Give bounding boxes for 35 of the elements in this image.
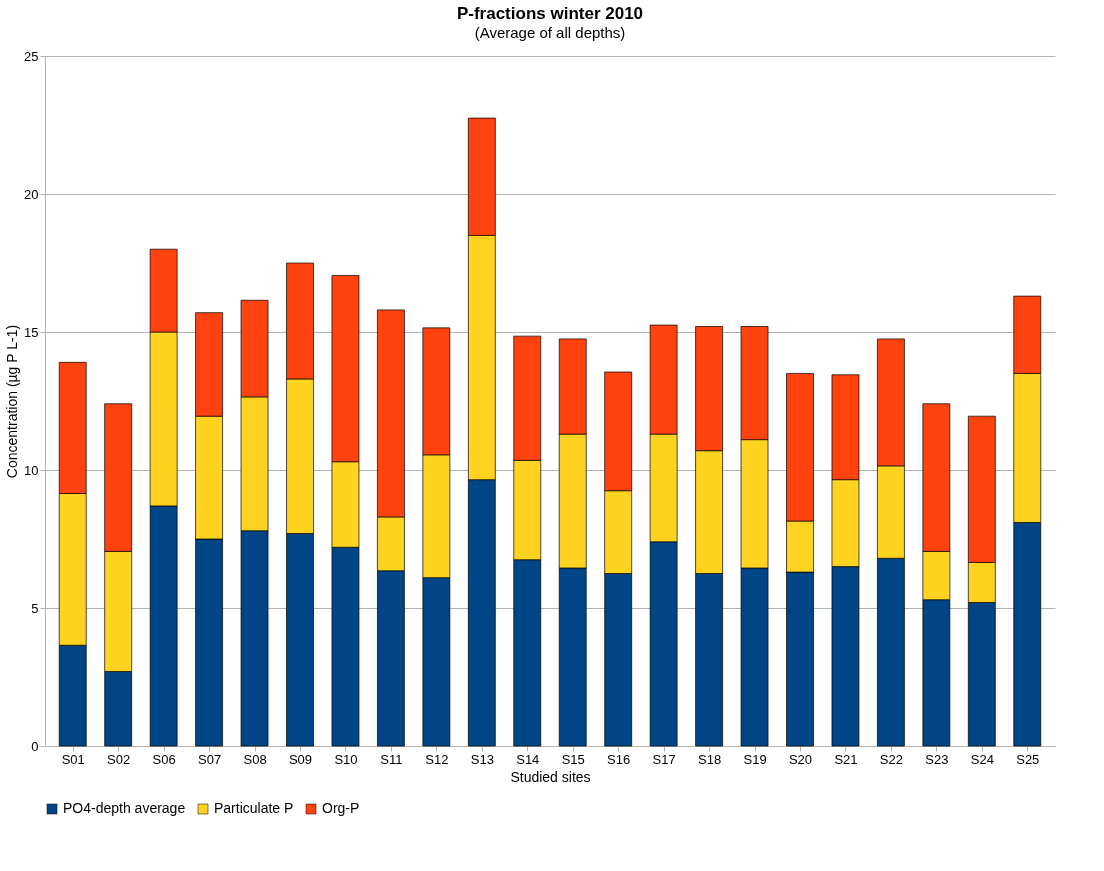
x-tick-label: S24 — [970, 751, 994, 767]
x-tick-label: S08 — [243, 751, 267, 767]
x-tick-label: S06 — [152, 751, 176, 767]
x-tick-label: S23 — [925, 751, 949, 767]
x-tick-label: S17 — [652, 751, 676, 767]
x-tick-label: S20 — [788, 751, 813, 767]
y-tick-label: 20 — [24, 186, 39, 202]
x-tick-label: S12 — [425, 751, 449, 767]
x-tick-label: S01 — [61, 751, 85, 767]
x-tick-label: S13 — [470, 751, 494, 767]
x-tick-label: S18 — [698, 751, 722, 767]
x-tick-label: S11 — [380, 751, 403, 767]
x-tick-label: S09 — [288, 751, 313, 767]
legend-label: PO4-depth average — [63, 800, 186, 816]
chart-title: P-fractions winter 2010 — [456, 4, 644, 23]
x-axis-title: Studied sites — [510, 768, 591, 785]
y-tick-label: 10 — [24, 462, 39, 478]
x-tick-label: S14 — [516, 751, 540, 767]
x-tick-label: S15 — [561, 751, 585, 767]
x-tick-label: S25 — [1016, 751, 1040, 767]
legend-label: Particulate P — [214, 800, 294, 816]
x-tick-label: S19 — [743, 751, 767, 767]
x-tick-label: S16 — [607, 751, 631, 767]
x-tick-label: S02 — [107, 751, 131, 767]
x-tick-label: S10 — [334, 751, 358, 767]
x-tick-label: S07 — [198, 751, 222, 767]
x-tick-label: S21 — [834, 751, 858, 767]
y-tick-label: 5 — [31, 600, 39, 616]
legend-label: Org-P — [322, 800, 360, 816]
chart-subtitle: (Average of all depths) — [474, 24, 626, 41]
y-tick-label: 0 — [31, 738, 39, 754]
y-tick-label: 15 — [24, 324, 39, 340]
y-axis-title: Concentration (µg P L-1) — [4, 324, 21, 479]
y-tick-label: 25 — [24, 48, 39, 64]
x-tick-label: S22 — [879, 751, 903, 767]
